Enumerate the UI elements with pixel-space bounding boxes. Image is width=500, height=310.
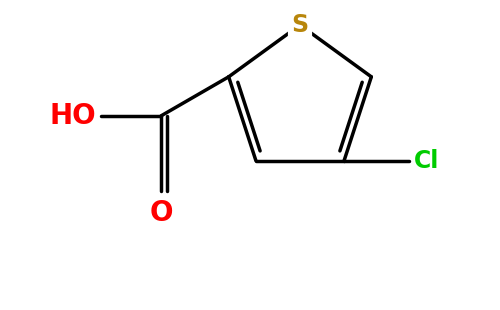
Text: HO: HO	[50, 102, 96, 130]
Text: S: S	[292, 13, 308, 37]
Text: Cl: Cl	[414, 149, 440, 173]
Text: O: O	[150, 199, 173, 227]
